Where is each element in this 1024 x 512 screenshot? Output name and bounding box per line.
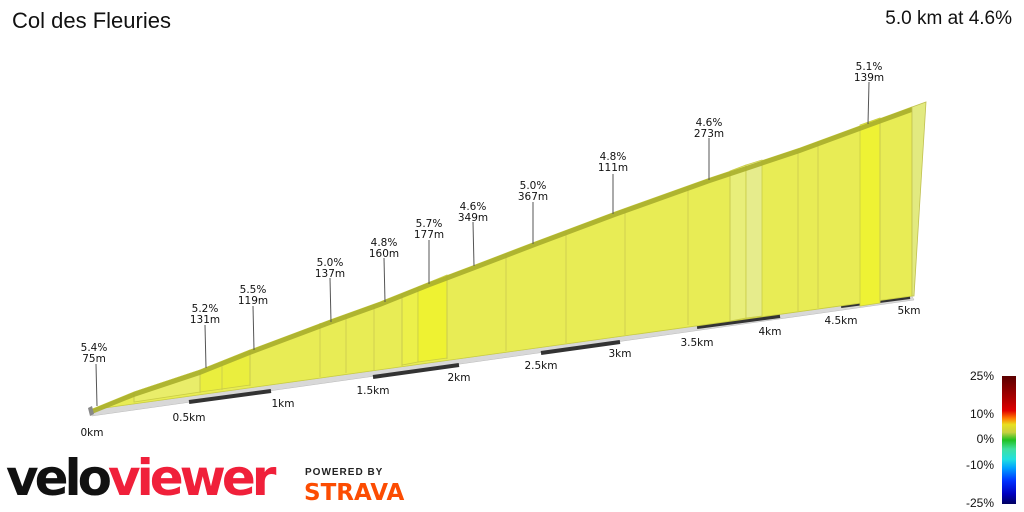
legend-tick: 10% [969, 407, 994, 421]
x-tick: 5km [898, 305, 921, 317]
x-tick: 1km [272, 398, 295, 410]
x-tick: 4km [759, 326, 782, 338]
x-axis-ticks: 0km 0.5km 1km 1.5km 2km 2.5km 3km 3.5km … [81, 305, 921, 439]
x-tick: 4.5km [824, 315, 857, 327]
x-tick: 0km [81, 427, 104, 439]
segment-label-length: 177m [414, 229, 444, 241]
segment-shading [133, 117, 881, 403]
strava-logo: STRAVA [304, 480, 405, 506]
segment-label-gradient: 4.6% [460, 201, 487, 213]
legend-tick: 25% [969, 369, 994, 383]
segment-label-gradient: 4.8% [371, 237, 398, 249]
segment-dividers [133, 118, 881, 402]
segment-labels: 5.4% 75m 5.2% 131m 5.5% 119m 5.0% 137m 4… [81, 61, 884, 365]
segment-label-length: 137m [315, 268, 345, 280]
segment-label-gradient: 4.8% [600, 151, 627, 163]
x-tick: 1.5km [356, 385, 389, 397]
segment-label-gradient: 5.0% [317, 257, 344, 269]
segment-label-gradient: 5.5% [240, 284, 267, 296]
profile-start-cap [88, 406, 94, 416]
x-tick: 3km [609, 348, 632, 360]
x-tick: 0.5km [172, 412, 205, 424]
segment-label-gradient: 5.4% [81, 342, 108, 354]
segment-label-gradient: 5.2% [192, 303, 219, 315]
x-tick: 2.5km [524, 360, 557, 372]
gradient-legend: 25% 10% 0% -10% -25% [960, 368, 1024, 512]
climb-summary: 5.0 km at 4.6% [885, 8, 1012, 29]
segment-label-gradient: 5.0% [520, 180, 547, 192]
callout-leaders [95, 81, 870, 407]
legend-tick: -10% [965, 458, 994, 472]
profile-side-wall [911, 101, 927, 297]
segment-label-length: 131m [190, 314, 220, 326]
segment-label-gradient: 5.7% [416, 218, 443, 230]
x-tick: 3.5km [680, 337, 713, 349]
segment-label-length: 139m [854, 72, 884, 84]
segment-label-length: 119m [238, 295, 268, 307]
gradient-color-bar [1002, 376, 1016, 504]
climb-title: Col des Fleuries [12, 8, 171, 33]
legend-tick: -25% [965, 496, 994, 510]
segment-label-length: 273m [694, 128, 724, 140]
segment-label-gradient: 4.6% [696, 117, 723, 129]
segment-label-length: 75m [82, 353, 106, 365]
segment-label-length: 367m [518, 191, 548, 203]
powered-by-label: POWERED BY [305, 467, 384, 478]
segment-label-gradient: 5.1% [856, 61, 883, 73]
segment-label-length: 111m [598, 162, 628, 174]
legend-tick: 0% [976, 432, 994, 446]
profile-top-rim [90, 102, 926, 414]
logo-viewer: viewer [108, 449, 276, 507]
segment-label-length: 349m [458, 212, 488, 224]
veloviewer-logo: veloviewer [6, 449, 276, 507]
logo-velo: velo [6, 449, 112, 507]
x-tick: 2km [448, 372, 471, 384]
segment-label-length: 160m [369, 248, 399, 260]
